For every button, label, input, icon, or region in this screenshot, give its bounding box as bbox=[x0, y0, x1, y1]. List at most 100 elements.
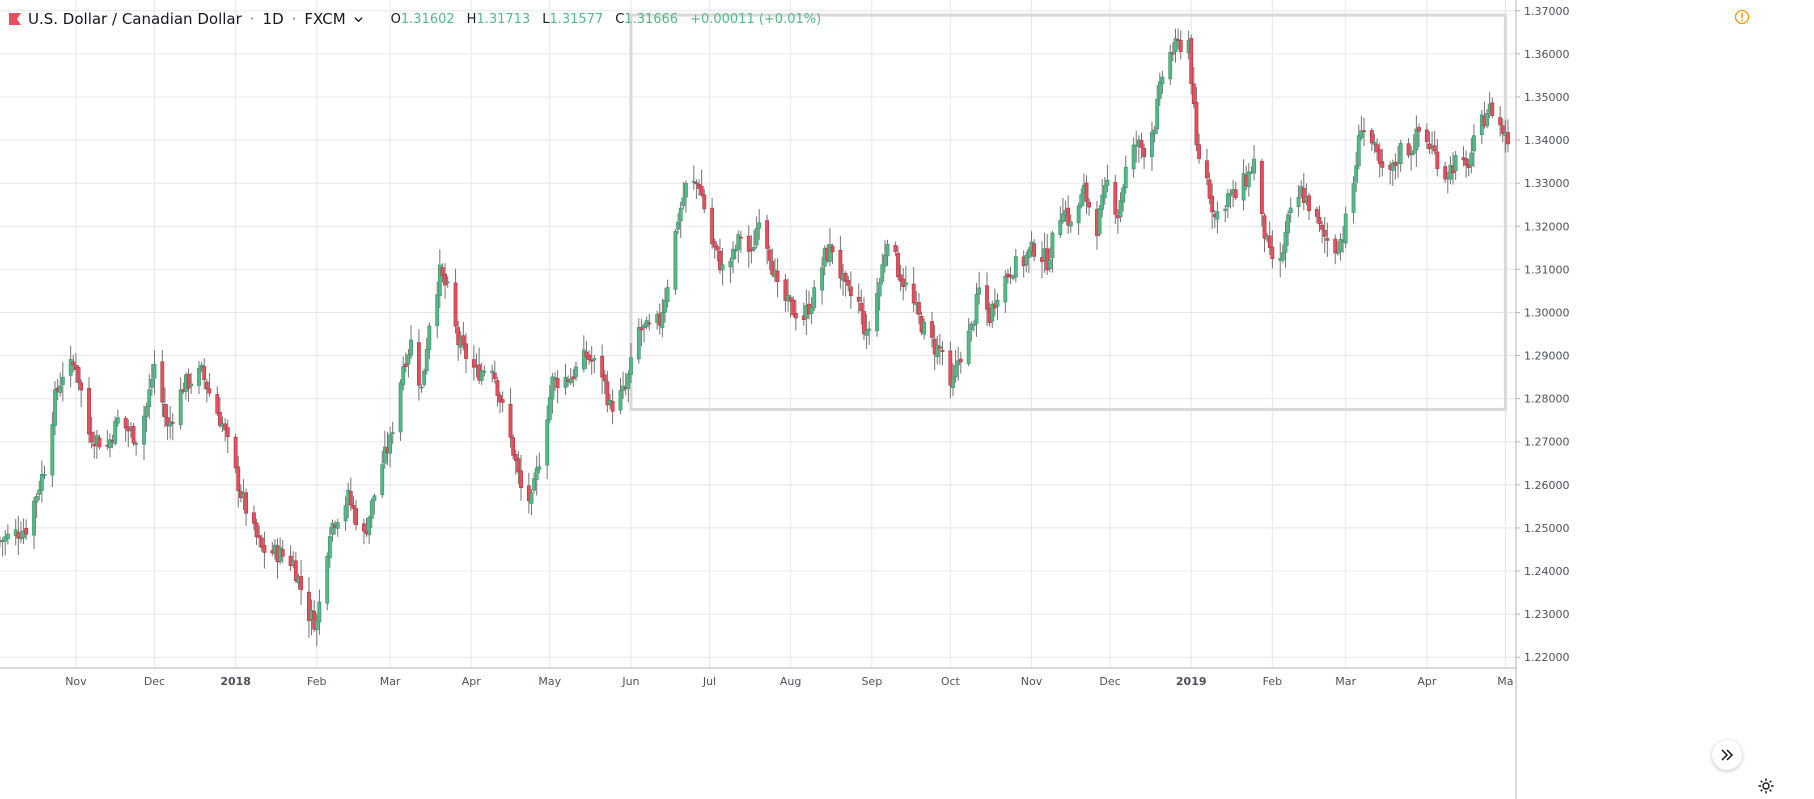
candle-body bbox=[1168, 52, 1173, 80]
bullish-candle bbox=[325, 552, 330, 611]
bearish-candle bbox=[1320, 221, 1325, 244]
candle-body bbox=[715, 246, 720, 251]
bullish-candle bbox=[189, 372, 194, 395]
candle-body bbox=[327, 536, 332, 558]
candle-body bbox=[584, 351, 589, 358]
bearish-candle bbox=[1377, 142, 1382, 178]
rectangle-drawing[interactable] bbox=[629, 13, 1507, 411]
bearish-candle bbox=[186, 368, 191, 402]
bullish-candle bbox=[1131, 137, 1136, 178]
candle-body bbox=[37, 489, 42, 495]
bullish-candle bbox=[1160, 70, 1165, 94]
bullish-candle bbox=[1280, 244, 1285, 264]
bullish-candle bbox=[32, 496, 36, 550]
bearish-candle bbox=[715, 244, 720, 262]
flag-icon[interactable] bbox=[8, 12, 22, 26]
candle-body bbox=[953, 365, 958, 378]
candle-body bbox=[68, 359, 73, 376]
candle-body bbox=[453, 282, 458, 327]
bullish-candle bbox=[68, 345, 73, 388]
candle-body bbox=[362, 523, 366, 532]
candle-body bbox=[34, 496, 39, 503]
candle-body bbox=[1131, 144, 1136, 170]
candle-body bbox=[1424, 129, 1429, 142]
candle-body bbox=[1296, 196, 1301, 207]
candle-body bbox=[147, 389, 152, 408]
bullish-candle bbox=[372, 493, 377, 515]
symbol-title[interactable]: U.S. Dollar / Canadian Dollar bbox=[28, 10, 242, 28]
bullish-candle bbox=[534, 455, 539, 496]
candle-body bbox=[710, 207, 715, 245]
bullish-candle bbox=[1100, 179, 1105, 218]
candle-body bbox=[519, 470, 523, 488]
chevron-down-icon[interactable] bbox=[354, 15, 363, 24]
candle-body bbox=[1233, 189, 1238, 198]
bearish-candle bbox=[244, 488, 248, 527]
bullish-candle bbox=[152, 350, 157, 395]
candle-body bbox=[867, 328, 872, 331]
bearish-candle bbox=[79, 379, 84, 408]
candle-body bbox=[877, 282, 882, 297]
price-tick-label: 1.36000 bbox=[1524, 48, 1570, 61]
price-tick-label: 1.23000 bbox=[1524, 608, 1570, 621]
candle-body bbox=[39, 473, 44, 491]
interval-label[interactable]: 1D bbox=[262, 10, 284, 28]
bearish-candle bbox=[1498, 106, 1503, 137]
time-tick-label: Dec bbox=[144, 675, 165, 688]
candle-body bbox=[846, 279, 851, 286]
bearish-candle bbox=[571, 369, 576, 388]
bullish-candle bbox=[115, 409, 120, 427]
rectangle-drawing-layer[interactable] bbox=[629, 13, 1507, 411]
bullish-candle bbox=[19, 521, 23, 544]
candle-body bbox=[574, 366, 578, 378]
bullish-candle bbox=[1223, 205, 1228, 223]
bullish-candle bbox=[1414, 115, 1419, 167]
candle-body bbox=[202, 366, 207, 380]
time-tick-label: Apr bbox=[462, 675, 482, 688]
candle-body bbox=[1283, 232, 1288, 253]
bearish-candle bbox=[207, 372, 212, 397]
bullish-candle bbox=[1335, 241, 1340, 256]
bearish-candle bbox=[1066, 195, 1071, 235]
candle-body bbox=[1013, 256, 1018, 278]
candle-body bbox=[471, 359, 476, 368]
candle-body bbox=[168, 421, 173, 427]
scroll-to-realtime-button[interactable] bbox=[1712, 740, 1742, 770]
bullish-candle bbox=[1121, 183, 1126, 212]
candle-body bbox=[859, 303, 864, 312]
bearish-candle bbox=[856, 283, 861, 314]
ohlc-values: O1.31602 H1.31713 L1.31577 C1.31666 +0.0… bbox=[391, 12, 822, 27]
bullish-candle bbox=[1097, 204, 1102, 237]
warning-icon[interactable] bbox=[1734, 9, 1750, 25]
price-axis[interactable]: 1.22000 1.23000 1.24000 1.25000 1.26000 1.270… bbox=[1515, 0, 1570, 799]
candle-body bbox=[24, 527, 29, 535]
chart-settings-button[interactable] bbox=[1755, 775, 1777, 797]
candle-body bbox=[1435, 151, 1440, 170]
candle-body bbox=[767, 249, 772, 261]
bullish-candle bbox=[1398, 139, 1403, 172]
bearish-candle bbox=[605, 370, 610, 413]
bearish-candle bbox=[1432, 130, 1437, 155]
bullish-candle bbox=[877, 277, 882, 311]
candle-body bbox=[746, 235, 751, 252]
bullish-candle bbox=[754, 216, 759, 249]
bullish-candle bbox=[314, 613, 319, 647]
bearish-candle bbox=[1380, 148, 1385, 177]
bearish-candle bbox=[843, 271, 848, 297]
bearish-candle bbox=[1464, 150, 1469, 178]
candle-body bbox=[108, 439, 112, 448]
candle-body bbox=[1307, 195, 1311, 212]
bearish-candle bbox=[257, 525, 262, 548]
bearish-candle bbox=[1443, 161, 1448, 183]
candle-body bbox=[605, 381, 610, 406]
time-tick-label: Apr bbox=[1417, 675, 1437, 688]
bullish-candle bbox=[1150, 121, 1154, 171]
bullish-candle bbox=[733, 244, 738, 260]
bearish-candle bbox=[456, 320, 461, 361]
candle-body bbox=[1207, 179, 1212, 199]
bearish-candle bbox=[1417, 123, 1421, 148]
time-axis[interactable]: Nov Dec 2018 Feb Mar Apr May Jun Jul Aug Sep Oct Nov… bbox=[0, 667, 1516, 688]
bullish-candle bbox=[1286, 210, 1290, 247]
